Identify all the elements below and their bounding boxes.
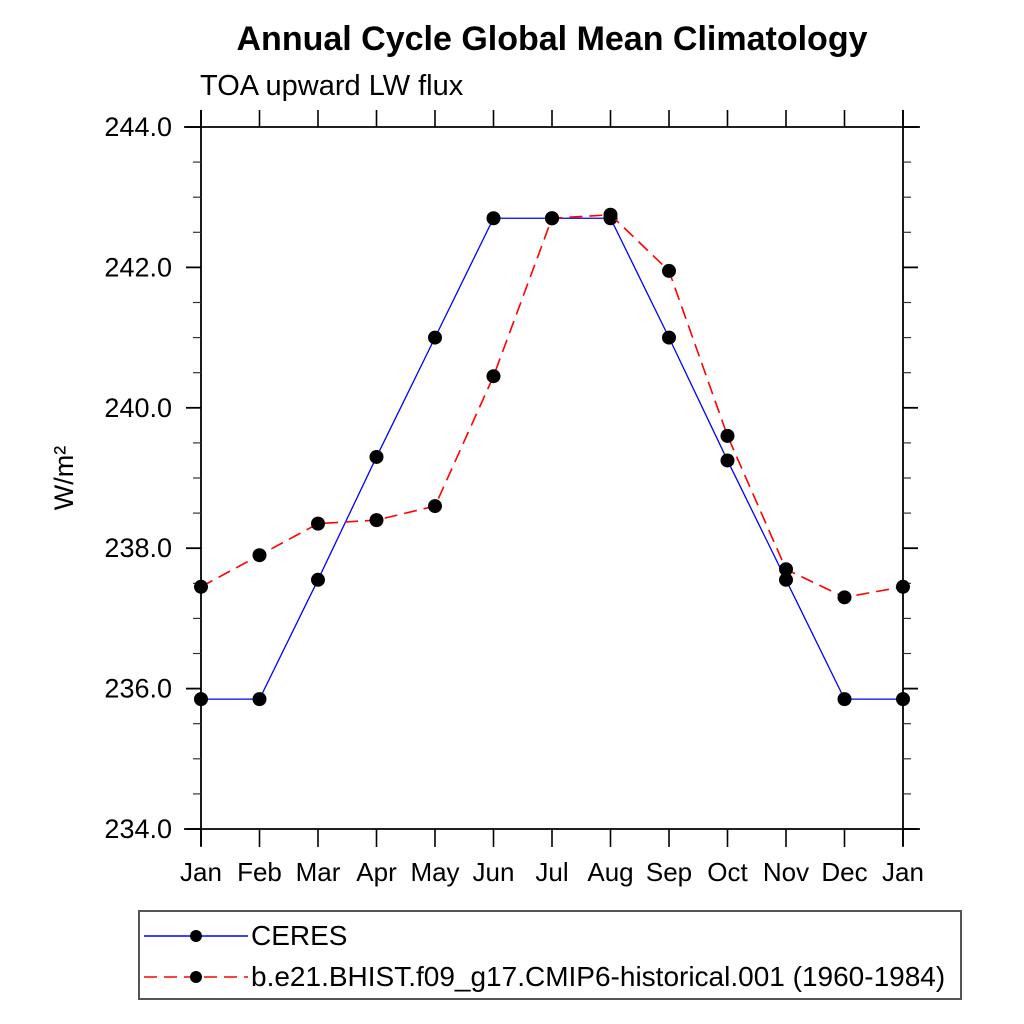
data-point-marker	[603, 207, 618, 222]
data-point-marker	[720, 428, 735, 443]
data-point-marker	[486, 211, 501, 226]
data-point-marker	[779, 562, 793, 577]
x-tick-label: Mar	[296, 857, 341, 887]
series-line-0	[201, 217, 903, 700]
legend-marker-dot	[190, 971, 202, 983]
x-tick-label: May	[410, 857, 459, 887]
x-tick-label: Dec	[821, 857, 867, 887]
data-point-marker	[896, 692, 910, 707]
y-tick-label: 244.0	[104, 112, 172, 142]
legend-label-ceres: CERES	[251, 920, 348, 951]
x-tick-label: Jan	[882, 857, 924, 887]
data-point-marker	[486, 369, 501, 384]
x-tick-label: Jan	[180, 857, 222, 887]
series-line-1	[200, 213, 904, 599]
data-point-marker	[837, 692, 852, 707]
data-point-marker	[428, 499, 442, 514]
y-tick-label: 242.0	[104, 252, 172, 282]
data-point-marker	[662, 263, 676, 278]
x-tick-label: Oct	[707, 857, 748, 887]
legend-label-model: b.e21.BHIST.f09_g17.CMIP6-historical.001…	[251, 961, 946, 992]
legend-marker-dot	[190, 930, 202, 942]
data-point-marker	[779, 572, 793, 587]
x-tick-label: Jun	[473, 857, 515, 887]
legend-item-model: b.e21.BHIST.f09_g17.CMIP6-historical.001…	[144, 961, 946, 992]
x-tick-label: Feb	[237, 857, 282, 887]
data-point-marker	[369, 449, 384, 464]
legend-sample-model-line	[144, 971, 248, 983]
x-tick-label: Nov	[763, 857, 809, 887]
y-tick-label: 236.0	[104, 674, 172, 704]
chart-title: Annual Cycle Global Mean Climatology	[236, 20, 868, 58]
data-point-marker	[252, 548, 267, 563]
data-point-marker	[311, 572, 325, 587]
x-tick-label: Sep	[646, 857, 692, 887]
data-point-marker	[194, 579, 208, 594]
legend-item-ceres: CERES	[144, 920, 348, 951]
data-point-marker	[837, 590, 852, 605]
legend-sample-ceres-line	[144, 930, 248, 942]
y-tick-label: 240.0	[104, 393, 172, 423]
data-point-marker	[720, 453, 735, 468]
x-tick-label: Jul	[535, 857, 568, 887]
legend: CERES b.e21.BHIST.f09_g17.CMIP6-historic…	[138, 910, 962, 1000]
data-point-marker	[311, 516, 325, 531]
y-tick-label: 238.0	[104, 533, 172, 563]
x-tick-label: Apr	[356, 857, 397, 887]
data-point-marker	[252, 692, 267, 707]
data-point-marker	[662, 330, 676, 345]
data-point-marker	[194, 692, 208, 707]
data-point-marker	[896, 579, 910, 594]
data-point-marker	[369, 513, 384, 528]
x-tick-label: Aug	[587, 857, 633, 887]
data-point-marker	[428, 330, 442, 345]
y-tick-label: 234.0	[104, 814, 172, 844]
chart-subtitle: TOA upward LW flux	[200, 70, 464, 102]
data-point-marker	[545, 211, 559, 226]
